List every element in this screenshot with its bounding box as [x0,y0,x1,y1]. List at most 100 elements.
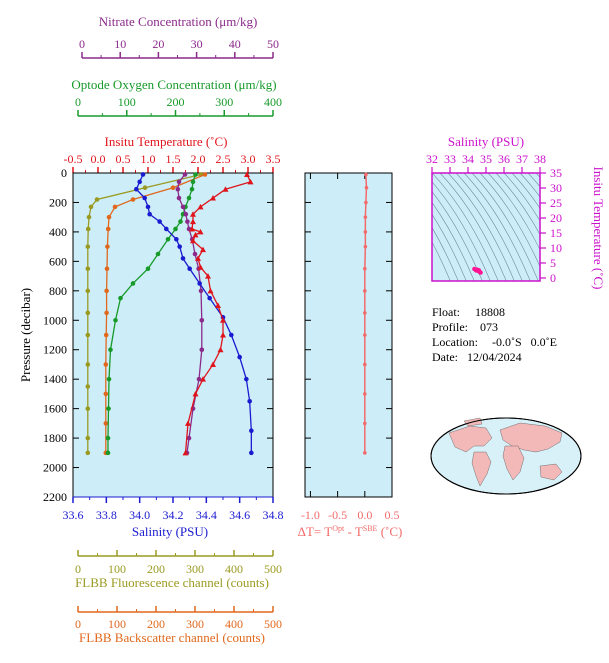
series-4-point [85,384,91,389]
series-0-point [197,264,204,270]
world-map [430,417,582,495]
nitrate-tick-label: 20 [152,37,164,51]
series-5-point [103,421,109,426]
temperature-axis-title: Insitu Temperature (˚C) [104,134,227,149]
series-0-point [197,203,204,210]
ts-series [472,266,483,275]
oxygen-tick-label: 200 [167,95,185,109]
oxygen-tick-label: 0 [75,95,81,109]
ts-temperature-axis-title: Insitu Temperature (˚C) [591,166,606,289]
series-3-point [165,236,171,242]
series-2-point [176,195,182,201]
fluorescence-tick-label: 500 [264,562,282,576]
pressure-tick-label: 0 [61,166,67,180]
series-2-point [186,435,192,441]
ts-contour [527,173,540,188]
ts-contour [463,173,531,281]
delta-t-point [363,421,367,426]
series-0-point [210,361,216,367]
series-0-point [210,195,216,201]
series-0-point [190,218,196,225]
series-2-point [192,251,198,257]
series-4-point [85,244,91,249]
pressure-tick-label: 2000 [43,461,67,475]
ts-contour [432,213,467,281]
delta-t-point [363,230,368,234]
temperature-tick-label: 0.5 [116,152,131,166]
ts-contour [479,173,540,268]
delta-t-point [364,185,369,190]
series-1-point [187,266,192,272]
oxygen-tick-label: 100 [118,95,136,109]
series-3-point [108,347,113,353]
series-3-point [193,172,198,177]
series-0-point [220,332,226,338]
series-2-point [180,204,186,210]
fluorescence-tick-label: 0 [75,562,81,576]
location-label: Location: [432,335,478,349]
nitrate-tick-label: 30 [191,37,203,51]
date-value: 12/04/2024 [467,350,522,364]
series-3-point [106,376,112,382]
backscatter-axis-title: FLBB Backscatter channel (counts) [79,630,265,645]
series-0-point [247,178,254,185]
float-label: Float: [432,305,460,319]
ts-temperature-tick-label: 35 [550,166,562,180]
delta-t-line [364,174,368,453]
pressure-tick-label: 1600 [43,402,67,416]
oxygen-tick-label: 300 [215,95,233,109]
delta-t-point [363,215,368,219]
main-plot-area [72,172,274,498]
series-1-point [164,226,169,232]
temperature-axis: Insitu Temperature (˚C) -0.5 0.0 0.5 1.0 1.5… [64,134,281,174]
delta-t-series [363,172,369,455]
oxygen-tick-label: 400 [264,95,282,109]
oxygen-axis: Optode Oxygen Concentration (μm/kg) 0 100… [71,77,282,117]
ts-salinity-axis-title: Salinity (PSU) [448,134,524,149]
series-1-point [229,332,234,338]
series-5-point [130,197,136,202]
continents [448,417,563,487]
series-5-point [105,226,111,232]
series-4-point [86,214,92,220]
series-0-point [192,390,199,397]
series-3-point [130,281,136,286]
series-2-point [183,211,189,217]
delta-t-point [363,362,367,367]
delta-t-axis-title: ΔT= TOpt - TSBE (˚C) [298,524,403,539]
nitrate-axis: Nitrate Concentration (μm/kg) 0 10 20 30 40 5… [79,14,279,59]
ts-salinity-tick-label: 36 [498,152,510,166]
ts-contour [432,241,451,281]
ts-temperature-tick-label: 30 [550,181,562,195]
series-4-line [87,173,202,453]
salinity-tick-label: 34.6 [229,508,250,522]
backscatter-tick-label: 200 [147,617,165,631]
series-1-point [237,354,242,360]
pressure-axis: 0 200 400 600 800 1000 1200 1400 1600 1800 2000 220… [43,166,273,504]
ts-contour [471,173,539,281]
series-2-point [175,186,181,192]
fluorescence-tick-label: 200 [147,562,165,576]
series-4-point [85,450,91,456]
location-value: -0.0˚S 0.0˚E [492,335,557,349]
series-5-point [104,310,109,316]
series-5-point [103,362,109,367]
series-0-point [200,246,206,253]
pressure-tick-label: 1400 [43,372,67,386]
series-4-point [88,204,94,210]
series-1-point [137,179,142,185]
salinity-tick-label: 33.8 [96,508,117,522]
series-5-point [103,332,109,338]
pressure-axis-title: Pressure (decibar) [18,288,33,382]
delta-t-point [364,172,368,177]
ts-contour [511,173,540,209]
pressure-tick-label: 600 [49,254,67,268]
profile-value: 073 [480,320,498,334]
salinity-tick-label: 34.4 [196,508,217,522]
series-1-point [140,172,146,177]
salinity-axis-title: Salinity (PSU) [132,524,208,539]
ts-temperature-tick-label: 20 [550,211,562,225]
backscatter-tick-label: 300 [186,617,204,631]
series-1-point [157,219,162,224]
series-4-point [85,266,91,272]
